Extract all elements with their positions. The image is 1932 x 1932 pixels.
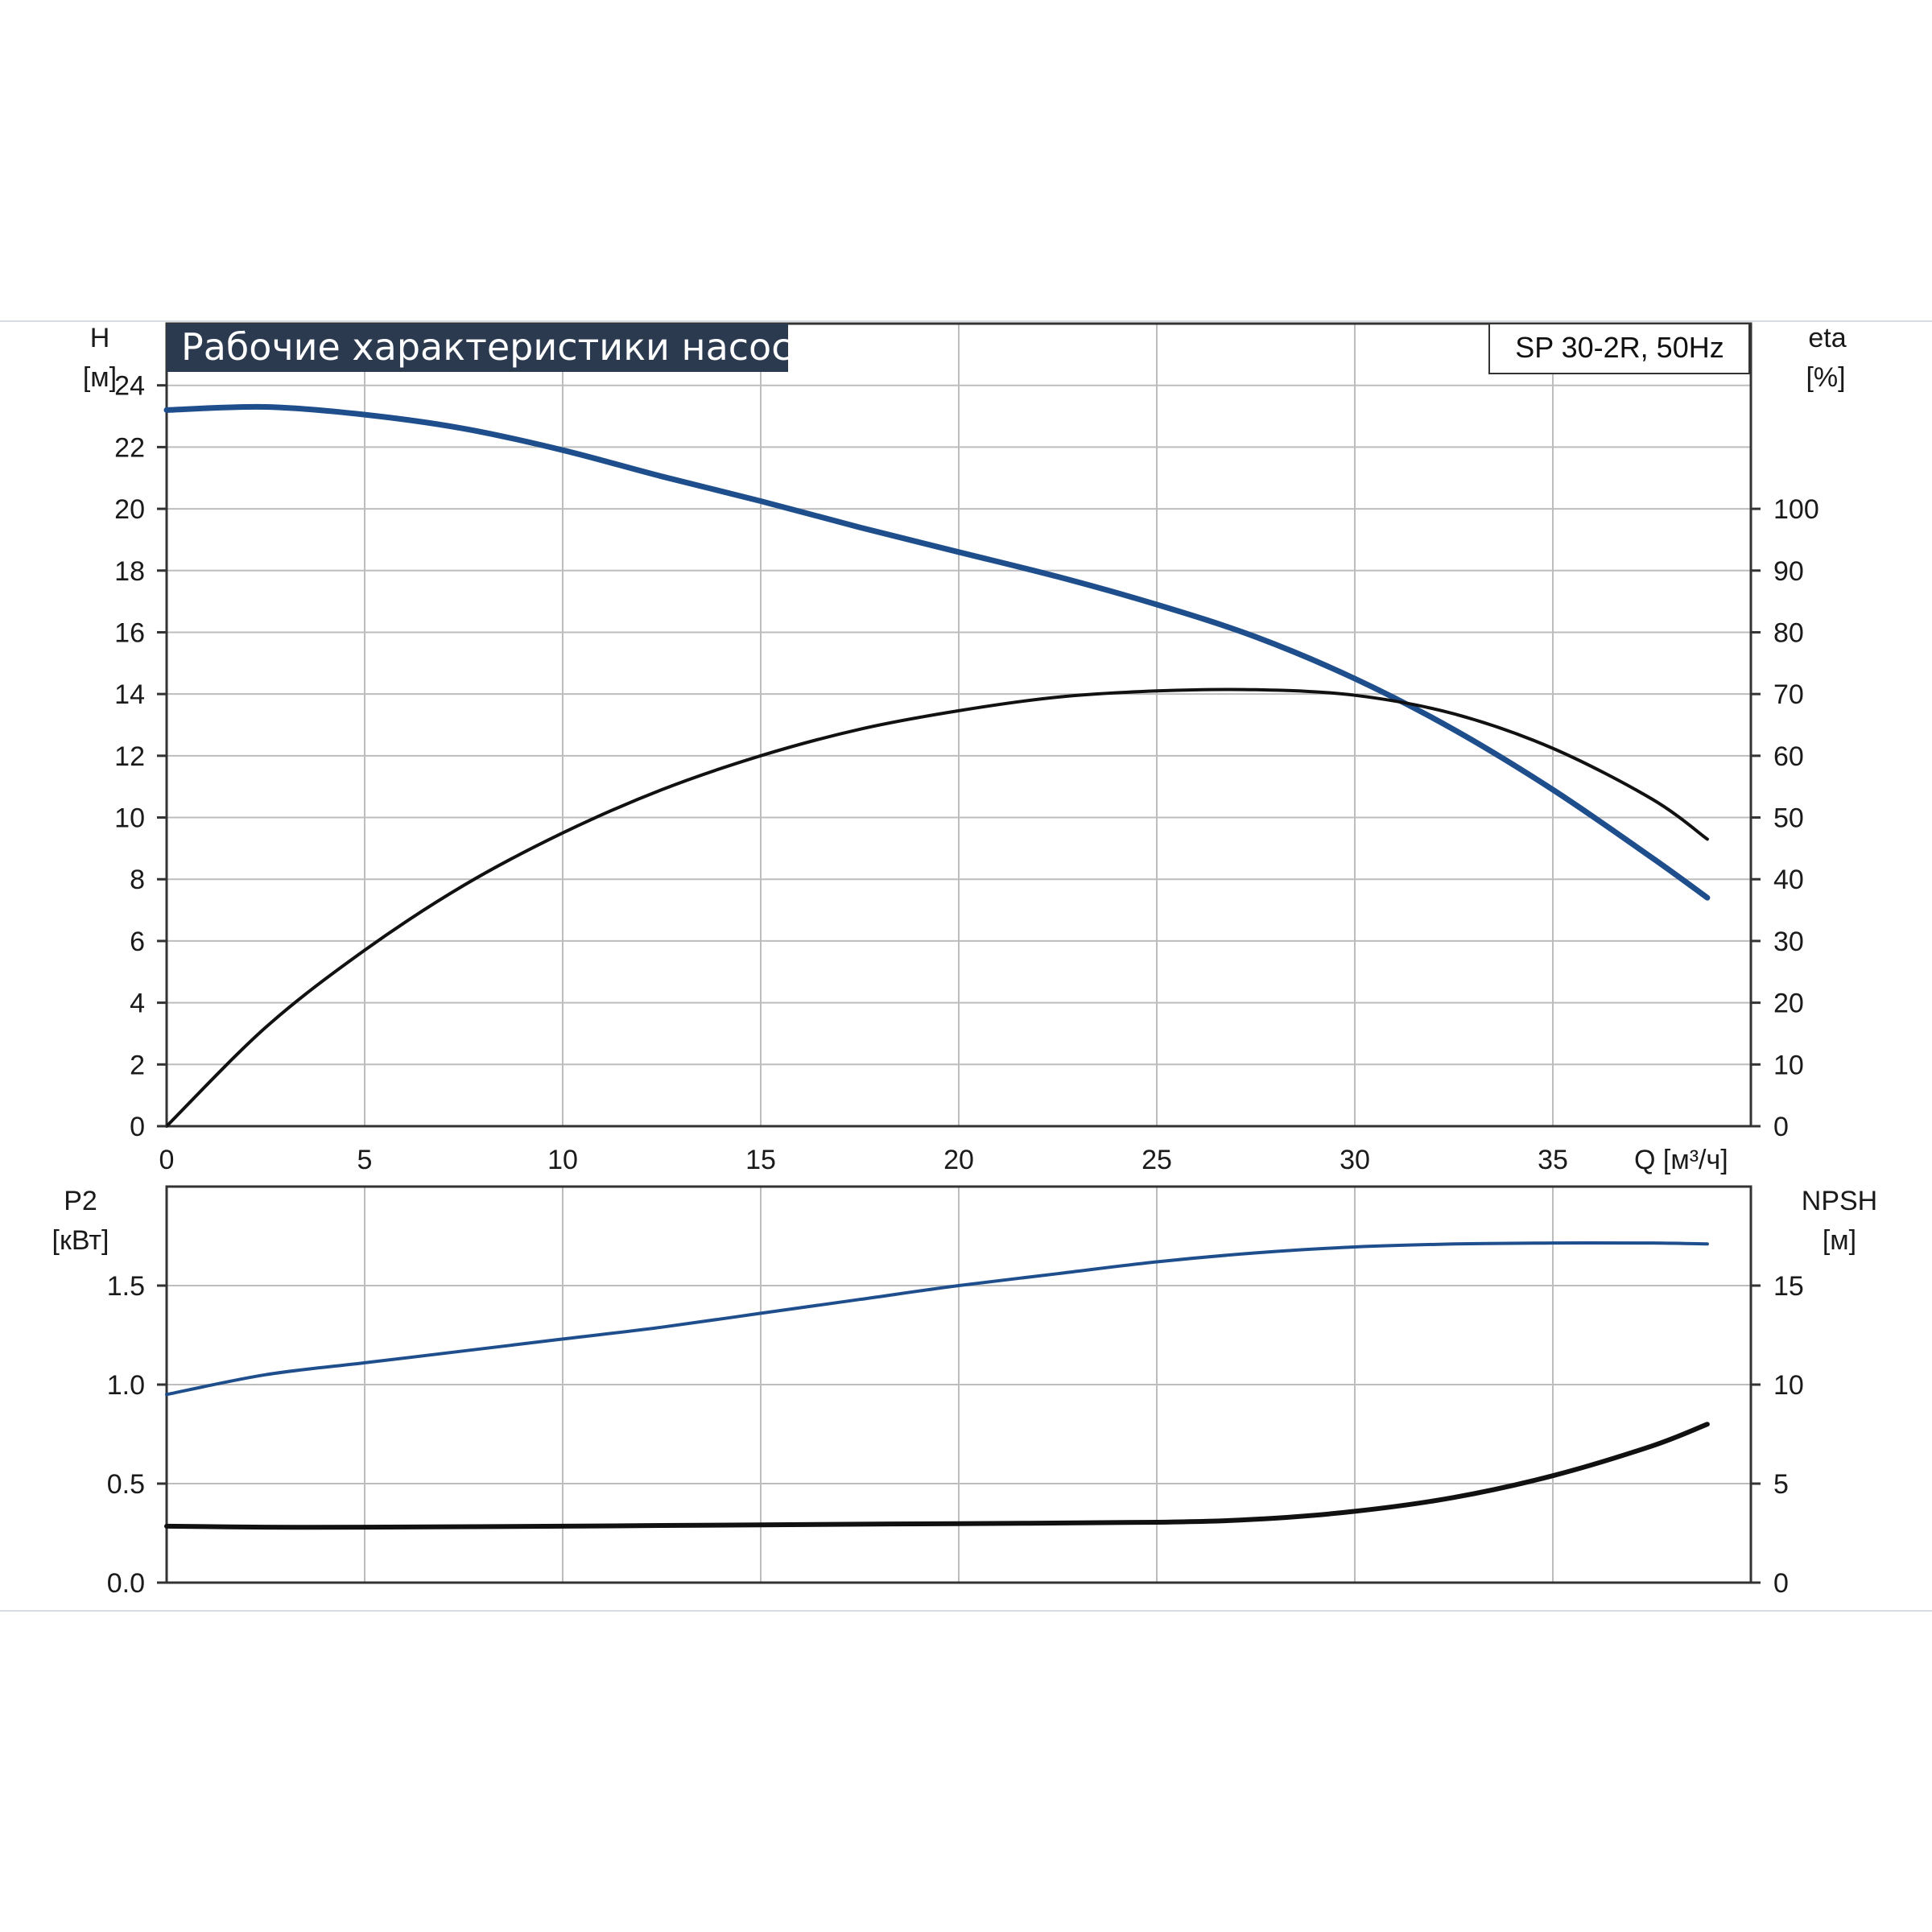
eta-tick-label: 90 [1773,556,1804,587]
eta-axis-unit: [%] [1806,362,1845,393]
head-tick-label: 20 [114,494,145,525]
power-axis-unit: [кВт] [52,1225,109,1256]
eta-axis-label: eta [1808,323,1846,353]
npsh-axis-ticks: 0 5 10 15 [1751,1271,1804,1599]
head-tick-label: 18 [114,556,145,587]
efficiency-curve [165,687,1709,1128]
power-tick-label: 1.0 [107,1370,145,1401]
power-tick-label: 1.5 [107,1271,145,1302]
eta-tick-label: 30 [1773,927,1804,957]
head-tick-label: 12 [114,741,145,772]
head-curve [163,403,1711,901]
flow-tick-label: 30 [1340,1145,1370,1175]
head-tick-label: 2 [130,1050,145,1080]
power-tick-label: 0.0 [107,1568,145,1599]
npsh-tick-label: 15 [1773,1271,1804,1302]
chart-title-box [167,324,788,372]
flow-tick-label: 5 [357,1145,373,1175]
flow-tick-label: 35 [1538,1145,1568,1175]
flow-tick-label: 10 [547,1145,578,1175]
head-tick-label: 0 [130,1112,145,1142]
eta-tick-label: 40 [1773,865,1804,895]
npsh-curve [164,1422,1710,1530]
npsh-axis-unit: [м] [1823,1225,1856,1256]
npsh-tick-label: 0 [1773,1568,1789,1599]
flow-tick-label: 15 [745,1145,776,1175]
flow-tick-label: 0 [159,1145,175,1175]
flow-tick-label: 25 [1141,1145,1172,1175]
eta-tick-label: 100 [1773,494,1819,525]
head-tick-label: 8 [130,865,145,895]
eta-tick-label: 60 [1773,741,1804,772]
flow-tick-label: 20 [943,1145,974,1175]
eta-tick-label: 80 [1773,617,1804,648]
power-axis-label: P2 [64,1186,97,1216]
eta-tick-label: 10 [1773,1050,1804,1080]
top-plot-frame [165,322,1752,1128]
top-curves [163,403,1711,1128]
npsh-tick-label: 5 [1773,1469,1789,1500]
bottom-grid [167,1187,1751,1583]
eta-tick-label: 70 [1773,679,1804,710]
power-tick-label: 0.5 [107,1469,145,1500]
eta-tick-label: 0 [1773,1112,1789,1142]
eta-tick-label: 20 [1773,989,1804,1019]
power-curve [165,1241,1709,1397]
npsh-axis-label: NPSH [1802,1186,1877,1216]
head-tick-label: 16 [114,617,145,648]
head-tick-label: 4 [130,989,145,1019]
head-tick-label: 14 [114,679,145,710]
head-tick-label: 10 [114,803,145,834]
head-tick-label: 6 [130,927,145,957]
flow-axis-label: Q [м³/ч] [1634,1145,1728,1175]
npsh-tick-label: 10 [1773,1370,1804,1401]
top-grid [167,323,1751,1126]
head-tick-label: 22 [114,432,145,463]
head-axis-unit: [м] [83,362,117,393]
flow-axis-ticks: 0 5 10 15 20 25 30 35 [159,1145,1568,1175]
head-tick-label: 24 [114,371,145,402]
head-axis-label: H [90,323,110,353]
power-axis-ticks: 0.0 0.5 1.0 1.5 [107,1271,167,1599]
model-label: SP 30-2R, 50Hz [1515,331,1724,364]
chart-title: Рабочие характеристики насоса [181,325,815,369]
eta-tick-label: 50 [1773,803,1804,834]
eta-axis-ticks: 0 10 20 30 40 50 60 70 80 90 100 [1751,494,1819,1142]
bottom-curves [164,1241,1710,1530]
model-label-box [1488,323,1750,374]
